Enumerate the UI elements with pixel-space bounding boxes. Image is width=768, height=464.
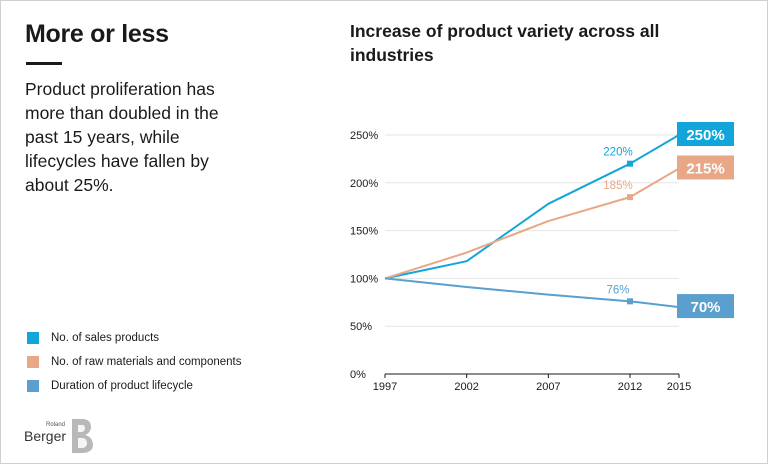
series-point-marker <box>627 160 633 167</box>
logo-small-text: Roland <box>46 422 66 428</box>
y-tick-label: 0% <box>350 369 366 381</box>
end-label: 250% <box>686 127 724 144</box>
y-tick-label: 50% <box>350 321 372 333</box>
legend: No. of sales products No. of raw materia… <box>27 326 241 398</box>
y-tick-label: 200% <box>350 178 378 190</box>
end-label-box <box>677 122 734 146</box>
legend-item-raw-materials: No. of raw materials and components <box>27 350 241 374</box>
headline: More or less <box>25 20 169 48</box>
legend-swatch <box>27 380 39 392</box>
series-line-2 <box>384 167 680 280</box>
logo-b-mark-icon <box>72 419 93 453</box>
end-label: 70% <box>690 299 720 316</box>
legend-swatch <box>27 332 39 344</box>
end-label-box <box>677 294 734 319</box>
series-point-marker <box>627 194 633 201</box>
legend-label: No. of raw materials and components <box>51 356 242 368</box>
legend-label: Duration of product lifecycle <box>51 380 193 392</box>
legend-item-lifecycle: Duration of product lifecycle <box>27 374 241 398</box>
chart-title: Increase of product variety across all i… <box>350 21 660 65</box>
y-tick-label: 150% <box>350 226 378 238</box>
logo-word: Berger <box>24 428 67 444</box>
legend-label: No. of sales products <box>51 332 160 344</box>
end-label-box <box>677 155 734 180</box>
series-line-3 <box>384 277 680 309</box>
series-point-label: 185% <box>603 180 632 192</box>
x-tick-label: 2007 <box>536 381 560 393</box>
x-tick-label: 2015 <box>667 381 691 393</box>
end-label: 215% <box>686 160 724 177</box>
body-text: Product proliferation has more than doub… <box>25 79 219 195</box>
x-tick-label: 2012 <box>618 381 642 393</box>
series-point-label: 76% <box>606 284 629 296</box>
y-tick-label: 250% <box>350 130 378 142</box>
series-point-label: 220% <box>603 147 632 159</box>
series-point-marker <box>627 298 633 305</box>
legend-item-sales-products: No. of sales products <box>27 326 241 350</box>
legend-swatch <box>27 356 39 368</box>
x-tick-label: 2002 <box>454 381 478 393</box>
series-line-1 <box>384 134 680 280</box>
y-tick-label: 100% <box>350 273 378 285</box>
headline-rule <box>26 62 62 65</box>
roland-berger-logo: Roland Berger <box>24 418 104 454</box>
x-tick-label: 1997 <box>373 381 397 393</box>
